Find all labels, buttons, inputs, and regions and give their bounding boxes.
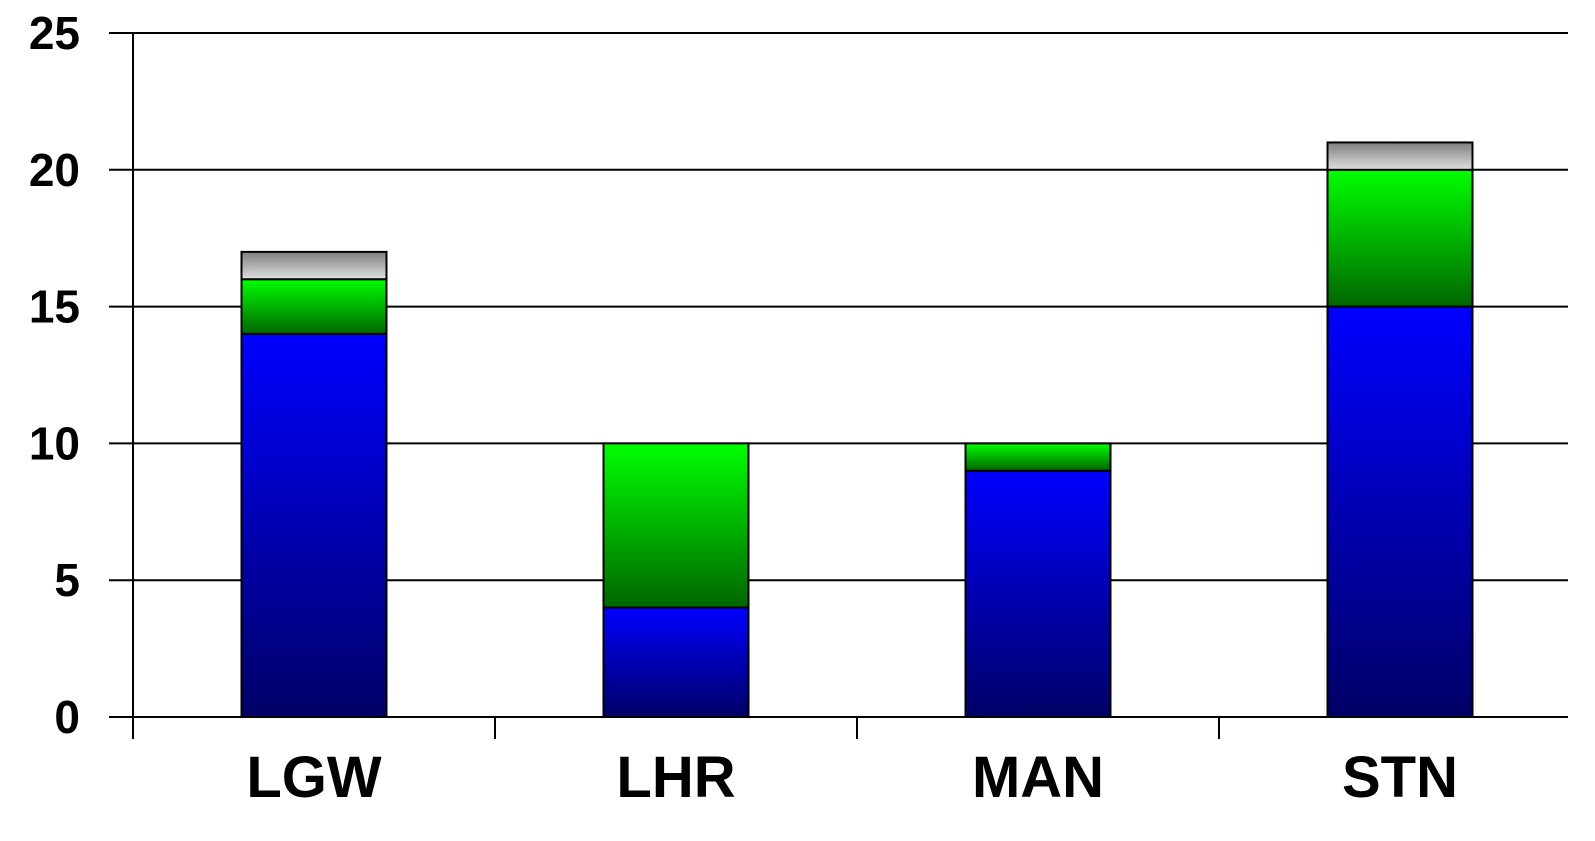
y-tick-label: 0 bbox=[54, 691, 80, 743]
y-tick-label: 10 bbox=[29, 417, 80, 469]
bar-segment-man-1 bbox=[964, 442, 1112, 472]
bar-segment-stn-1 bbox=[1326, 168, 1474, 308]
x-category-label: LHR bbox=[616, 745, 735, 810]
bar-segment-man-0 bbox=[964, 469, 1112, 719]
bar-segment-lhr-1 bbox=[602, 442, 750, 609]
bar-segment-lgw-0 bbox=[240, 332, 388, 718]
y-tick-label: 25 bbox=[29, 7, 80, 59]
axes bbox=[109, 32, 1568, 739]
x-category-label: MAN bbox=[972, 745, 1104, 810]
bar-segment-stn-2 bbox=[1326, 141, 1474, 171]
y-tick-label: 15 bbox=[29, 281, 80, 333]
bar-segment-lhr-0 bbox=[602, 606, 750, 718]
x-category-label: STN bbox=[1342, 745, 1458, 810]
y-tick-label: 20 bbox=[29, 144, 80, 196]
bar-segment-lgw-2 bbox=[240, 250, 388, 281]
x-axis-category-labels: LGW LHR MAN STN bbox=[246, 745, 1458, 810]
bars bbox=[240, 141, 1474, 719]
x-category-label: LGW bbox=[246, 745, 382, 810]
y-tick-label: 5 bbox=[54, 554, 80, 606]
bar-segment-lgw-1 bbox=[240, 278, 388, 335]
bar-segment-stn-0 bbox=[1326, 305, 1474, 718]
y-axis-tick-labels: 0 5 10 15 20 25 bbox=[29, 7, 80, 743]
